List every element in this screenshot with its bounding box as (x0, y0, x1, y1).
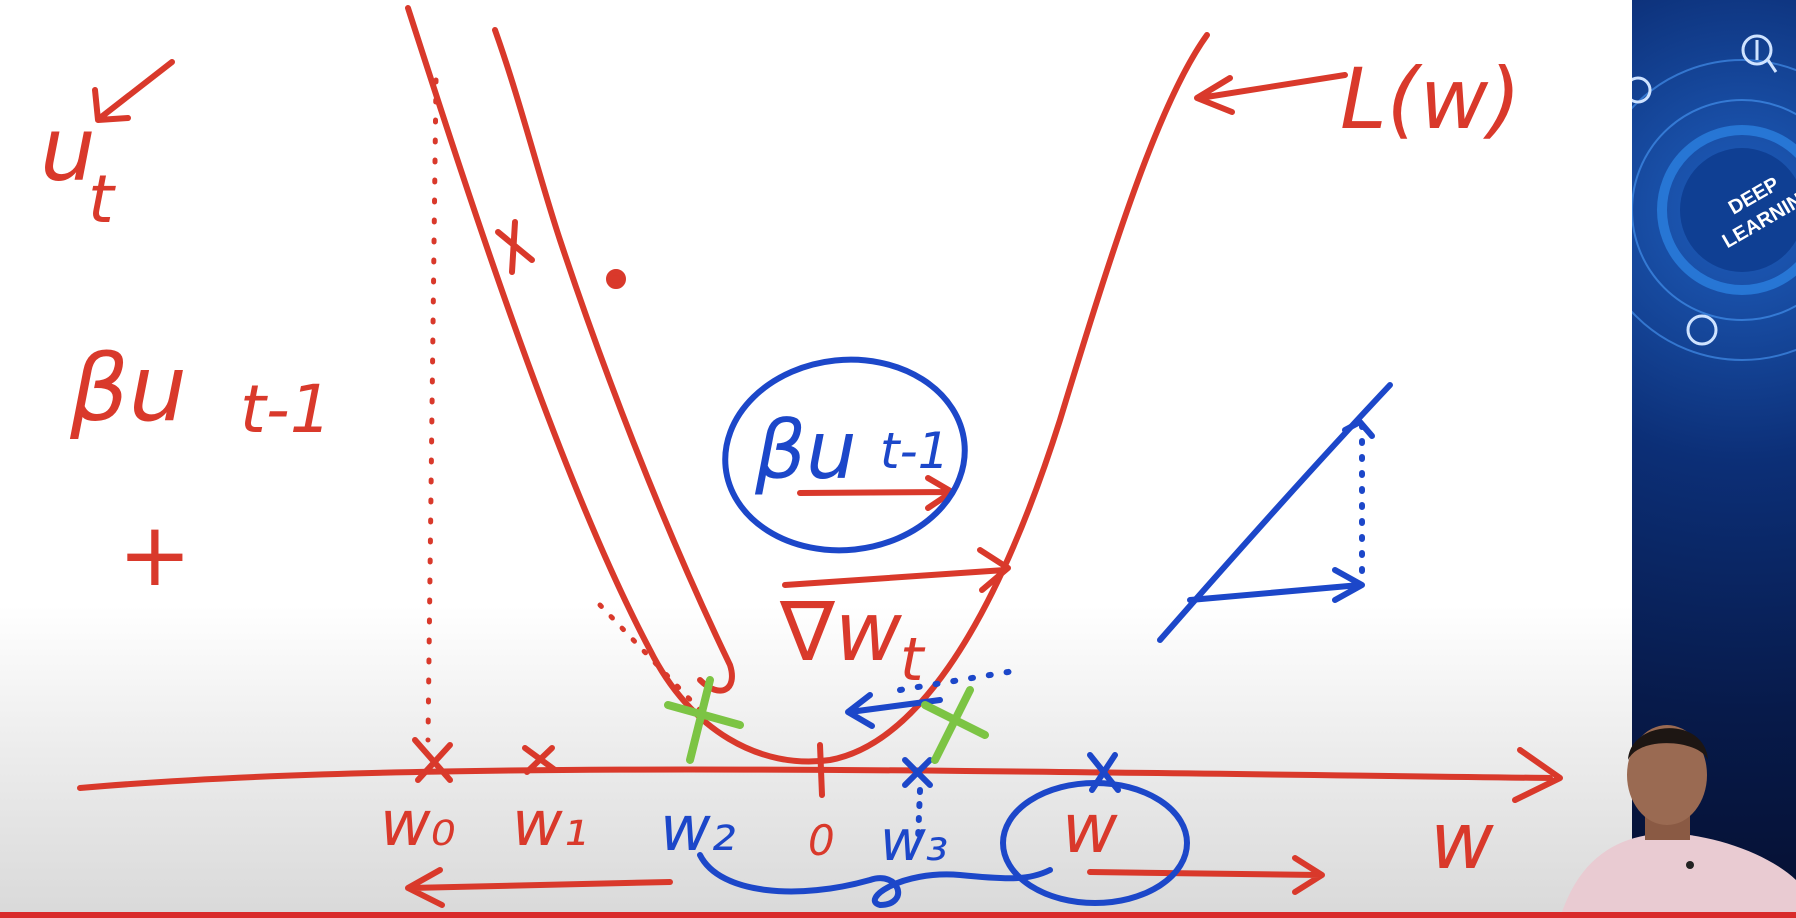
slope-line (1157, 382, 1393, 643)
bottom-right-arrow (1087, 855, 1325, 895)
gradient-arrow (782, 547, 1011, 593)
circled-momentum-subscript: t-1 (880, 422, 949, 480)
whiteboard-drawing: L(w) u t βu t-1 + ∇w t w₀ w₁ 0 w w βu t-… (40, 5, 1563, 908)
tick-w1 (522, 745, 558, 775)
w-axis (77, 766, 1553, 791)
presenter-head (1627, 725, 1707, 825)
presenter-hair (1628, 728, 1708, 760)
blue-tick-w3b (1087, 752, 1121, 793)
side-banner-graphic: DEEP LEARNING (1632, 34, 1796, 361)
blue-dotted-vertical (915, 787, 923, 843)
velocity-arrow (92, 59, 175, 123)
origin-label: 0 (808, 816, 835, 865)
presenter-shirt (1560, 833, 1796, 918)
w0-dotted-guide (425, 77, 439, 743)
gradient-label: ∇w (779, 585, 903, 680)
bottom-left-arrow (405, 867, 673, 908)
slope-horizontal (1187, 567, 1365, 603)
w-axis-arrowhead (1512, 747, 1563, 803)
w3-label: w₃ (880, 809, 948, 874)
magnifier-icon (1741, 34, 1778, 73)
small-left-arrow (845, 692, 943, 729)
loss-label: L(w) (1340, 50, 1521, 148)
gradient-subscript: t (900, 625, 926, 695)
trajectory-point (606, 269, 626, 289)
tick-on-curve (495, 219, 535, 275)
w-circled-label: w (1062, 790, 1118, 869)
w0-label: w₀ (380, 787, 456, 860)
axis-label: w (1430, 797, 1494, 887)
loss-pointer-arrow (1194, 72, 1348, 115)
tick-origin (817, 742, 825, 798)
bottom-squiggle (697, 852, 1053, 908)
w2-label: w₂ (660, 792, 736, 865)
blue-dotted-curve (897, 667, 1023, 693)
w1-label: w₁ (512, 787, 588, 860)
slope-tick (1342, 419, 1375, 439)
green-cross-right (921, 686, 989, 764)
red-dotted-trail (597, 602, 703, 713)
velocity-subscript: t (88, 161, 116, 238)
chip-icon (1686, 314, 1718, 346)
trajectory-path (492, 27, 735, 694)
presenter-mic (1686, 861, 1694, 869)
momentum-circle (722, 356, 968, 554)
blue-tick-w3a (902, 757, 933, 788)
green-cross-left (664, 676, 744, 764)
velocity-label: u (40, 98, 96, 201)
video-progress-bar[interactable] (0, 912, 1796, 918)
loss-curve (405, 5, 1210, 765)
brain-icon (1632, 76, 1652, 104)
momentum-label: βu (69, 335, 187, 442)
tick-w0 (412, 737, 453, 783)
momentum-subscript: t-1 (240, 371, 332, 448)
circled-momentum-label: βu (754, 404, 857, 497)
person-icon (1560, 725, 1796, 918)
plus-sign: + (118, 503, 192, 606)
